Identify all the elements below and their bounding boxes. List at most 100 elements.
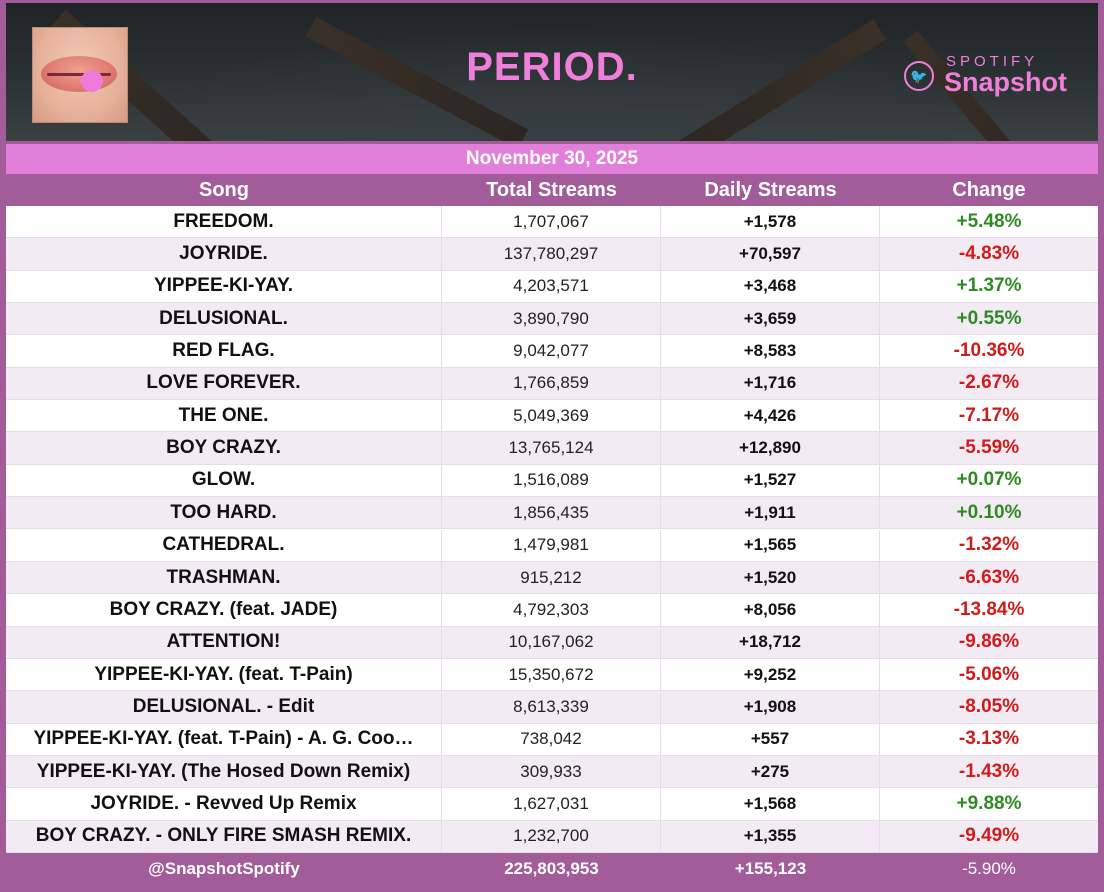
table-row: TOO HARD. 1,856,435 +1,911 +0.10% <box>6 497 1098 530</box>
daily-streams: +8,056 <box>661 594 880 626</box>
table-row: JOYRIDE. - Revved Up Remix 1,627,031 +1,56… <box>6 788 1098 821</box>
daily-streams: +1,908 <box>661 691 880 723</box>
daily-streams: +4,426 <box>661 400 880 432</box>
total-streams: 4,792,303 <box>442 594 661 626</box>
song-title: GLOW. <box>6 464 442 497</box>
change-percent: +1.37% <box>956 275 1022 297</box>
brand-bottom-text: Snapshot <box>944 67 1068 97</box>
total-streams: 13,765,124 <box>442 432 661 464</box>
change-percent: -13.84% <box>953 598 1025 620</box>
total-streams: 1,627,031 <box>442 788 661 820</box>
daily-streams: +275 <box>661 755 880 788</box>
table-row: BOY CRAZY. (feat. JADE) 4,792,303 +8,056 -1… <box>6 594 1098 627</box>
song-title: JOYRIDE. - Revved Up Remix <box>6 788 442 820</box>
change-percent: +0.10% <box>956 501 1022 523</box>
footer-handle: @SnapshotSpotify <box>148 859 300 878</box>
total-streams: 309,933 <box>442 755 661 788</box>
song-title: BOY CRAZY. (feat. JADE) <box>6 594 442 626</box>
change-percent: -9.86% <box>958 631 1020 653</box>
table-row: YIPPEE-KI-YAY. (feat. T-Pain) - A. G. Co… <box>6 723 1098 756</box>
total-streams: 8,613,339 <box>442 691 661 723</box>
album-cover-pink-dot <box>81 70 103 92</box>
column-header: Song Total Streams Daily Streams Change <box>6 174 1098 206</box>
song-title: YIPPEE-KI-YAY. (feat. T-Pain) <box>6 658 442 691</box>
date-bar: November 30, 2025 <box>6 144 1098 174</box>
daily-streams: +1,568 <box>661 788 880 820</box>
total-streams: 15,350,672 <box>442 658 661 691</box>
table-row: FREEDOM. 1,707,067 +1,578 +5.48% <box>6 206 1098 239</box>
change-percent: -4.83% <box>958 243 1020 265</box>
table-row: ATTENTION! 10,167,062 +18,712 -9.86% <box>6 626 1098 659</box>
brand-top-text: SPOTIFY <box>946 53 1039 70</box>
table-row: TRASHMAN. 915,212 +1,520 -6.63% <box>6 561 1098 595</box>
total-streams: 1,232,700 <box>442 820 661 852</box>
song-title: THE ONE. <box>6 400 442 432</box>
song-title: YIPPEE-KI-YAY. (feat. T-Pain) - A. G. Co… <box>6 723 442 755</box>
song-title: BOY CRAZY. <box>6 432 442 464</box>
total-streams: 1,479,981 <box>442 529 661 561</box>
table-row: JOYRIDE. 137,780,297 +70,597 -4.83% <box>6 238 1098 271</box>
table-row: DELUSIONAL. 3,890,790 +3,659 +0.55% <box>6 303 1098 336</box>
change-percent: -5.59% <box>958 437 1020 459</box>
daily-streams: +3,468 <box>661 270 880 303</box>
column-header-daily-streams: Daily Streams <box>704 178 837 201</box>
daily-streams: +70,597 <box>661 238 880 270</box>
daily-streams: +1,355 <box>661 820 880 852</box>
total-streams: 738,042 <box>442 723 661 755</box>
song-title: TOO HARD. <box>6 497 442 529</box>
song-title: CATHEDRAL. <box>6 529 442 561</box>
change-percent: -6.63% <box>958 566 1020 588</box>
song-title: YIPPEE-KI-YAY. <box>6 270 442 303</box>
daily-streams: +1,565 <box>661 529 880 561</box>
table-row: CATHEDRAL. 1,479,981 +1,565 -1.32% <box>6 529 1098 562</box>
album-cover <box>32 27 128 123</box>
column-header-total-streams: Total Streams <box>486 178 617 201</box>
table-row: LOVE FOREVER. 1,766,859 +1,716 -2.67% <box>6 367 1098 401</box>
song-title: BOY CRAZY. - ONLY FIRE SMASH REMIX. <box>6 820 442 852</box>
song-title: ATTENTION! <box>6 626 442 658</box>
song-title: DELUSIONAL. - Edit <box>6 691 442 723</box>
daily-streams: +1,716 <box>661 367 880 400</box>
song-title: LOVE FOREVER. <box>6 367 442 400</box>
twitter-bird-icon: 🐦 <box>904 61 934 91</box>
table-row: RED FLAG. 9,042,077 +8,583 -10.36% <box>6 335 1098 368</box>
daily-streams: +1,578 <box>661 206 880 238</box>
album-title: PERIOD. <box>466 45 638 89</box>
column-header-song: Song <box>199 178 249 201</box>
daily-streams: +557 <box>661 723 880 755</box>
total-streams: 9,042,077 <box>442 335 661 367</box>
song-title: FREEDOM. <box>6 206 442 238</box>
change-percent: +0.07% <box>956 469 1022 491</box>
footer-total-streams: 225,803,953 <box>504 859 599 878</box>
table-footer: @SnapshotSpotify 225,803,953 +155,123 -5… <box>6 853 1098 885</box>
header-banner: PERIOD. 🐦 SPOTIFY Snapshot <box>6 3 1098 141</box>
change-percent: -2.67% <box>958 372 1020 394</box>
change-percent: -3.13% <box>958 728 1020 750</box>
change-percent: +9.88% <box>956 792 1022 814</box>
change-percent: -7.17% <box>958 404 1020 426</box>
total-streams: 1,856,435 <box>442 497 661 529</box>
footer-change: -5.90% <box>962 859 1016 878</box>
table-row: BOY CRAZY. 13,765,124 +12,890 -5.59% <box>6 432 1098 465</box>
song-title: JOYRIDE. <box>6 238 442 270</box>
song-title: TRASHMAN. <box>6 561 442 594</box>
column-header-change: Change <box>952 178 1026 201</box>
change-percent: -1.32% <box>958 534 1020 556</box>
song-title: YIPPEE-KI-YAY. (The Hosed Down Remix) <box>6 755 442 788</box>
daily-streams: +1,911 <box>661 497 880 529</box>
change-percent: -8.05% <box>958 695 1020 717</box>
change-percent: -1.43% <box>958 760 1020 782</box>
table-row: YIPPEE-KI-YAY. 4,203,571 +3,468 +1.37% <box>6 270 1098 304</box>
total-streams: 1,516,089 <box>442 464 661 497</box>
table-row: DELUSIONAL. - Edit 8,613,339 +1,908 -8.05% <box>6 691 1098 724</box>
change-percent: -5.06% <box>958 663 1020 685</box>
table-row: YIPPEE-KI-YAY. (feat. T-Pain) 15,350,672 +… <box>6 658 1098 692</box>
total-streams: 1,766,859 <box>442 367 661 400</box>
table-row: BOY CRAZY. - ONLY FIRE SMASH REMIX. 1,232… <box>6 820 1098 853</box>
change-percent: +5.48% <box>956 210 1022 232</box>
total-streams: 1,707,067 <box>442 206 661 238</box>
total-streams: 3,890,790 <box>442 303 661 335</box>
change-percent: -9.49% <box>958 825 1020 847</box>
song-title: RED FLAG. <box>6 335 442 367</box>
